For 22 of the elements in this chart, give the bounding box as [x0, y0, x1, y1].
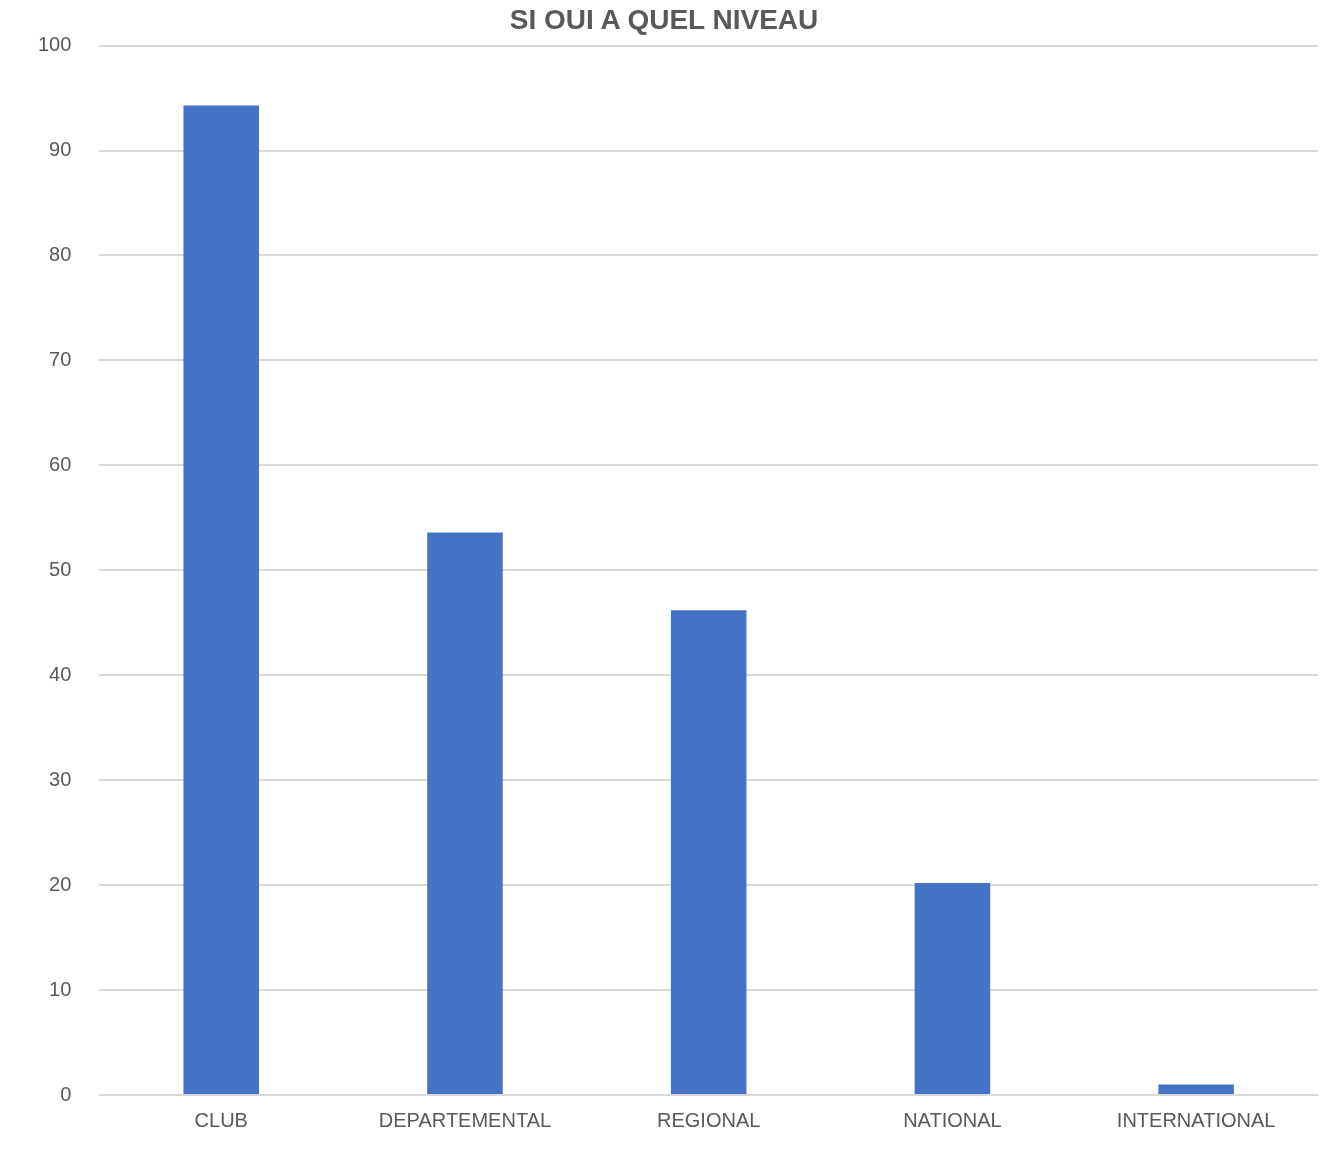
y-tick-label: 70	[49, 347, 72, 370]
y-tick-label: 100	[37, 33, 72, 56]
y-tick-label: 50	[49, 557, 72, 580]
y-tick-label: 90	[49, 138, 72, 161]
x-tick-label: REGIONAL	[657, 1108, 761, 1131]
bar	[670, 610, 747, 1094]
y-tick-label: 30	[49, 767, 72, 790]
bar	[183, 105, 260, 1094]
bar	[914, 883, 991, 1094]
bar	[427, 532, 503, 1094]
y-tick-label: 40	[49, 662, 72, 685]
y-tick-label: 0	[60, 1082, 72, 1105]
y-tick-label: 10	[49, 977, 72, 1000]
chart-title: SI OUI A QUEL NIVEAU	[509, 3, 819, 35]
bar	[1158, 1084, 1234, 1094]
x-tick-label: NATIONAL	[903, 1108, 1002, 1131]
x-tick-label: INTERNATIONAL	[1116, 1108, 1276, 1131]
y-tick-label: 20	[49, 872, 72, 895]
y-tick-label: 60	[49, 452, 72, 475]
x-tick-label: DEPARTEMENTAL	[378, 1108, 552, 1131]
y-tick-label: 80	[49, 243, 72, 265]
x-tick-label: CLUB	[194, 1108, 248, 1131]
